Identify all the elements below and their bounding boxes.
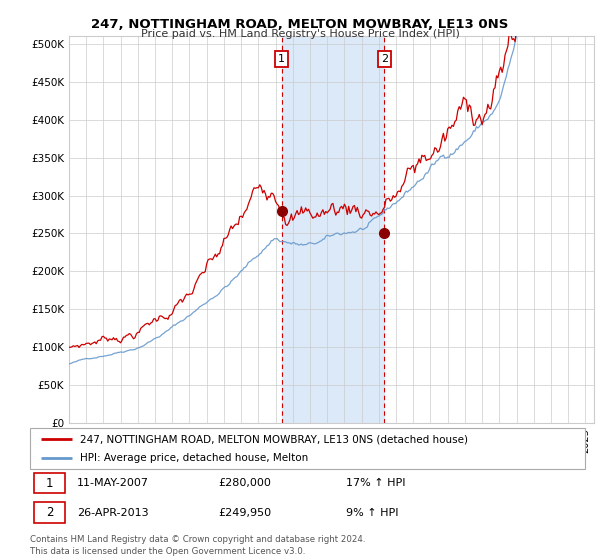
- Text: 2: 2: [381, 54, 388, 64]
- Text: 247, NOTTINGHAM ROAD, MELTON MOWBRAY, LE13 0NS (detached house): 247, NOTTINGHAM ROAD, MELTON MOWBRAY, LE…: [80, 435, 468, 445]
- Text: HPI: Average price, detached house, Melton: HPI: Average price, detached house, Melt…: [80, 453, 308, 463]
- Text: £280,000: £280,000: [219, 478, 272, 488]
- FancyBboxPatch shape: [34, 502, 65, 523]
- Text: 247, NOTTINGHAM ROAD, MELTON MOWBRAY, LE13 0NS: 247, NOTTINGHAM ROAD, MELTON MOWBRAY, LE…: [91, 18, 509, 31]
- Text: 11-MAY-2007: 11-MAY-2007: [77, 478, 149, 488]
- Text: 26-APR-2013: 26-APR-2013: [77, 508, 149, 517]
- Text: Contains HM Land Registry data © Crown copyright and database right 2024.
This d: Contains HM Land Registry data © Crown c…: [30, 535, 365, 556]
- FancyBboxPatch shape: [34, 473, 65, 493]
- Text: 1: 1: [46, 477, 53, 489]
- Text: 2: 2: [46, 506, 53, 519]
- Text: 17% ↑ HPI: 17% ↑ HPI: [346, 478, 406, 488]
- Text: £249,950: £249,950: [219, 508, 272, 517]
- FancyBboxPatch shape: [30, 428, 585, 469]
- Text: 9% ↑ HPI: 9% ↑ HPI: [346, 508, 399, 517]
- Text: 1: 1: [278, 54, 285, 64]
- Bar: [282, 36, 385, 423]
- Text: Price paid vs. HM Land Registry's House Price Index (HPI): Price paid vs. HM Land Registry's House …: [140, 29, 460, 39]
